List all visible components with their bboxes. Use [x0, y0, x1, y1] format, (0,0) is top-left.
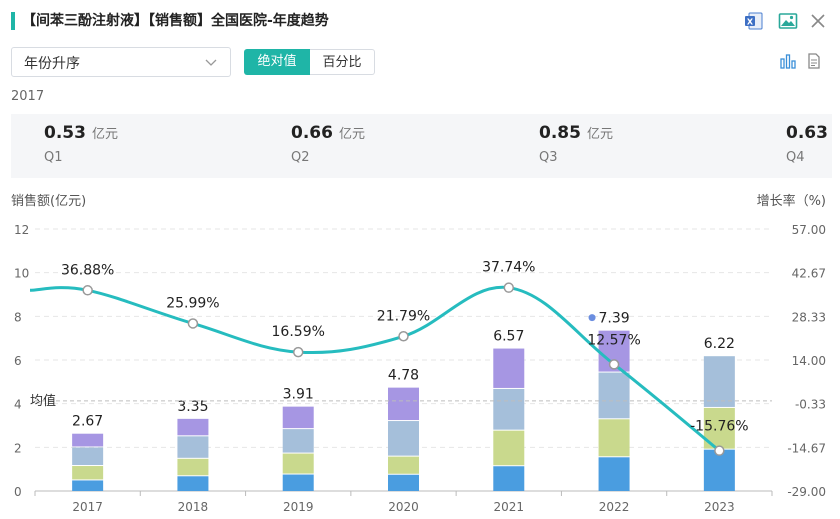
bar-total-label: 4.78 — [388, 368, 419, 384]
y-left-tick-label: 10 — [14, 267, 29, 281]
x-tick-label: 2018 — [178, 500, 209, 514]
growth-label: 16.59% — [272, 324, 325, 340]
growth-label: 37.74% — [482, 260, 535, 276]
bar-segment — [388, 456, 419, 474]
growth-label: 25.99% — [166, 295, 219, 311]
document-icon[interactable] — [805, 52, 823, 70]
growth-point — [608, 359, 620, 370]
bar-segment — [72, 447, 104, 466]
growth-point — [292, 346, 304, 358]
bar-segment — [282, 429, 314, 453]
bar-segment — [493, 430, 525, 466]
growth-label: 12.57% — [587, 332, 640, 348]
bar-segment — [177, 458, 209, 476]
y-left-tick-label: 8 — [14, 310, 22, 324]
bar-segment — [177, 418, 209, 436]
card-unit: 亿元 — [338, 127, 365, 142]
bar-segment — [282, 406, 314, 429]
bar-total-label: 3.35 — [177, 399, 208, 415]
bar-segment — [493, 388, 525, 430]
x-tick-label: 2019 — [283, 500, 314, 514]
close-icon[interactable] — [808, 11, 828, 31]
x-tick-label: 2022 — [599, 500, 630, 514]
growth-label: 36.88% — [61, 262, 114, 278]
bar-segment — [598, 419, 630, 457]
card-unit: 亿元 — [91, 127, 118, 142]
y-right-tick-label: 14.00 — [792, 354, 826, 368]
growth-point — [503, 282, 515, 293]
bar-segment — [388, 387, 419, 421]
bar-segment — [493, 466, 525, 491]
y-axis-right-title: 增长率（%) — [756, 194, 826, 209]
y-right-tick-label: 57.00 — [792, 223, 826, 237]
bar-segment — [703, 356, 735, 407]
card-value: 0.53 — [44, 123, 86, 143]
y-left-tick-label: 0 — [14, 485, 22, 499]
bar-total-label: 2.67 — [72, 414, 103, 430]
card-value: 0.63 — [786, 123, 828, 143]
y-left-tick-label: 6 — [14, 354, 22, 368]
bar-segment — [72, 433, 104, 447]
bar-total-label: 6.57 — [493, 329, 524, 345]
sort-select[interactable]: 年份升序 — [11, 47, 231, 77]
y-right-tick-label: 28.33 — [792, 310, 826, 324]
svg-text:X: X — [747, 18, 754, 27]
y-right-tick-label: -0.33 — [795, 398, 826, 412]
y-right-tick-label: -29.00 — [787, 485, 826, 499]
average-label: 均值 — [30, 393, 56, 409]
y-left-tick-label: 2 — [14, 441, 22, 455]
bar-segment — [388, 474, 419, 491]
sort-select-value: 年份升序 — [24, 56, 80, 72]
card-quarter: Q1 — [44, 150, 63, 165]
bar-segment — [703, 449, 735, 491]
bar-segment — [598, 457, 630, 491]
bar-segment — [493, 348, 525, 388]
growth-point — [398, 331, 409, 342]
y-left-tick-label: 12 — [14, 223, 29, 237]
image-export-icon[interactable] — [778, 11, 798, 31]
x-tick-label: 2020 — [388, 500, 419, 514]
bar-segment — [282, 453, 314, 474]
card-value: 0.66 — [291, 123, 333, 143]
absolute-value-tab[interactable]: 绝对值 — [244, 49, 310, 75]
growth-label: 21.79% — [377, 308, 430, 324]
excel-export-icon[interactable]: X — [744, 11, 764, 31]
x-tick-label: 2017 — [72, 500, 103, 514]
card-quarter: Q3 — [539, 150, 558, 165]
card-unit: 亿元 — [586, 127, 613, 142]
bar-total-label: 6.22 — [704, 336, 735, 352]
growth-label: -15.76% — [690, 419, 748, 435]
summary-year: 2017 — [11, 89, 45, 104]
total-marker-dot — [588, 314, 596, 322]
bar-segment — [282, 474, 314, 491]
bar-segment — [388, 421, 419, 456]
bar-segment — [72, 466, 104, 480]
bar-segment — [598, 372, 630, 419]
growth-point — [187, 318, 199, 329]
bar-segment — [177, 436, 209, 458]
y-right-tick-label: 42.67 — [792, 267, 826, 281]
title-accent-bar — [11, 12, 15, 30]
y-axis-left-title: 销售额(亿元) — [11, 194, 87, 209]
chart-header: 【间苯三酚注射液】【销售额】全国医院-年度趋势 X — [0, 0, 840, 44]
card-quarter: Q2 — [291, 150, 310, 165]
growth-point — [82, 285, 93, 296]
chart-title: 【间苯三酚注射液】【销售额】全国医院-年度趋势 — [22, 13, 329, 29]
percentage-tab[interactable]: 百分比 — [310, 49, 375, 75]
bar-total-label: 7.39 — [598, 311, 629, 327]
bar-total-label: 3.91 — [283, 387, 314, 403]
bar-segment — [72, 480, 104, 491]
y-left-tick-label: 4 — [14, 398, 22, 412]
card-value: 0.85 — [539, 123, 581, 143]
y-right-tick-label: -14.67 — [787, 441, 826, 455]
growth-point — [714, 445, 725, 456]
x-tick-label: 2023 — [704, 500, 735, 514]
x-tick-label: 2021 — [494, 500, 525, 514]
card-quarter: Q4 — [786, 150, 805, 165]
chevron-down-icon — [205, 59, 217, 66]
bar-segment — [177, 476, 209, 491]
bar-chart-icon[interactable] — [779, 52, 797, 70]
